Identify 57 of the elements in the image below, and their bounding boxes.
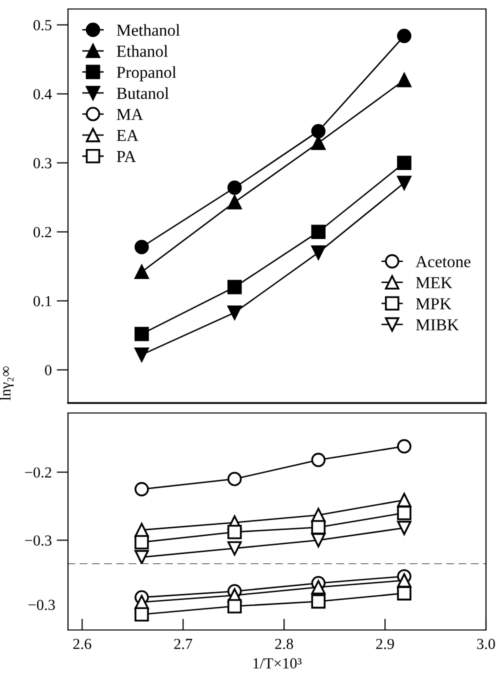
point <box>311 224 326 240</box>
x-tick-label: 2.6 <box>73 638 92 650</box>
point <box>134 535 149 550</box>
legend-label: MA <box>116 108 144 120</box>
legend-label: Butanol <box>116 87 169 99</box>
point <box>227 541 242 556</box>
legend-label: Propanol <box>116 66 176 82</box>
point <box>397 156 412 170</box>
point <box>311 245 326 260</box>
point <box>311 594 326 609</box>
legend-label: Methanol <box>116 24 180 36</box>
point <box>397 520 412 536</box>
point <box>134 264 149 280</box>
point <box>227 472 242 486</box>
point <box>134 550 149 564</box>
legend-label: MIBK <box>416 319 459 330</box>
legend-label: Acetone <box>416 256 470 268</box>
point <box>227 180 242 195</box>
point <box>311 520 326 534</box>
legend-label: PA <box>116 150 136 162</box>
x-tick-label: 2.9 <box>376 638 394 650</box>
legend-label: EA <box>116 130 138 141</box>
point <box>311 124 326 138</box>
x-tick-label: 3.0 <box>477 638 495 650</box>
legend-label: Ethanol <box>116 45 168 57</box>
point <box>134 482 149 496</box>
point <box>397 28 412 44</box>
point <box>311 580 326 594</box>
y-tick-label: 0.1 <box>34 296 52 306</box>
point <box>397 176 412 190</box>
point <box>397 439 412 454</box>
point <box>227 599 242 614</box>
y-tick-label: 0.5 <box>34 20 52 30</box>
point <box>134 240 149 254</box>
x-tick-label: 2.8 <box>275 638 294 650</box>
point <box>134 348 149 362</box>
y-tick-label: 0.3 <box>34 158 52 168</box>
y-tick-label: −0.3 <box>25 535 52 546</box>
point <box>227 195 242 210</box>
y-axis-title: lnγ₂∞ <box>0 366 14 400</box>
point <box>134 607 149 622</box>
point <box>311 452 326 468</box>
x-tick-label: 2.7 <box>174 638 192 650</box>
point <box>397 72 412 88</box>
point <box>397 586 412 600</box>
point <box>227 305 242 320</box>
x-axis-title: 1/T×10³ <box>254 658 302 668</box>
point <box>227 280 242 294</box>
point <box>397 506 412 520</box>
point <box>227 524 242 540</box>
legend-label: MPK <box>416 298 452 310</box>
y-tick-label: 0 <box>44 365 52 376</box>
y-tick-label: 0.2 <box>34 227 52 238</box>
legend-label: MEK <box>416 277 452 288</box>
point <box>134 326 149 342</box>
y-tick-label: −0.2 <box>25 467 52 478</box>
y-tick-label: 0.4 <box>34 89 52 100</box>
